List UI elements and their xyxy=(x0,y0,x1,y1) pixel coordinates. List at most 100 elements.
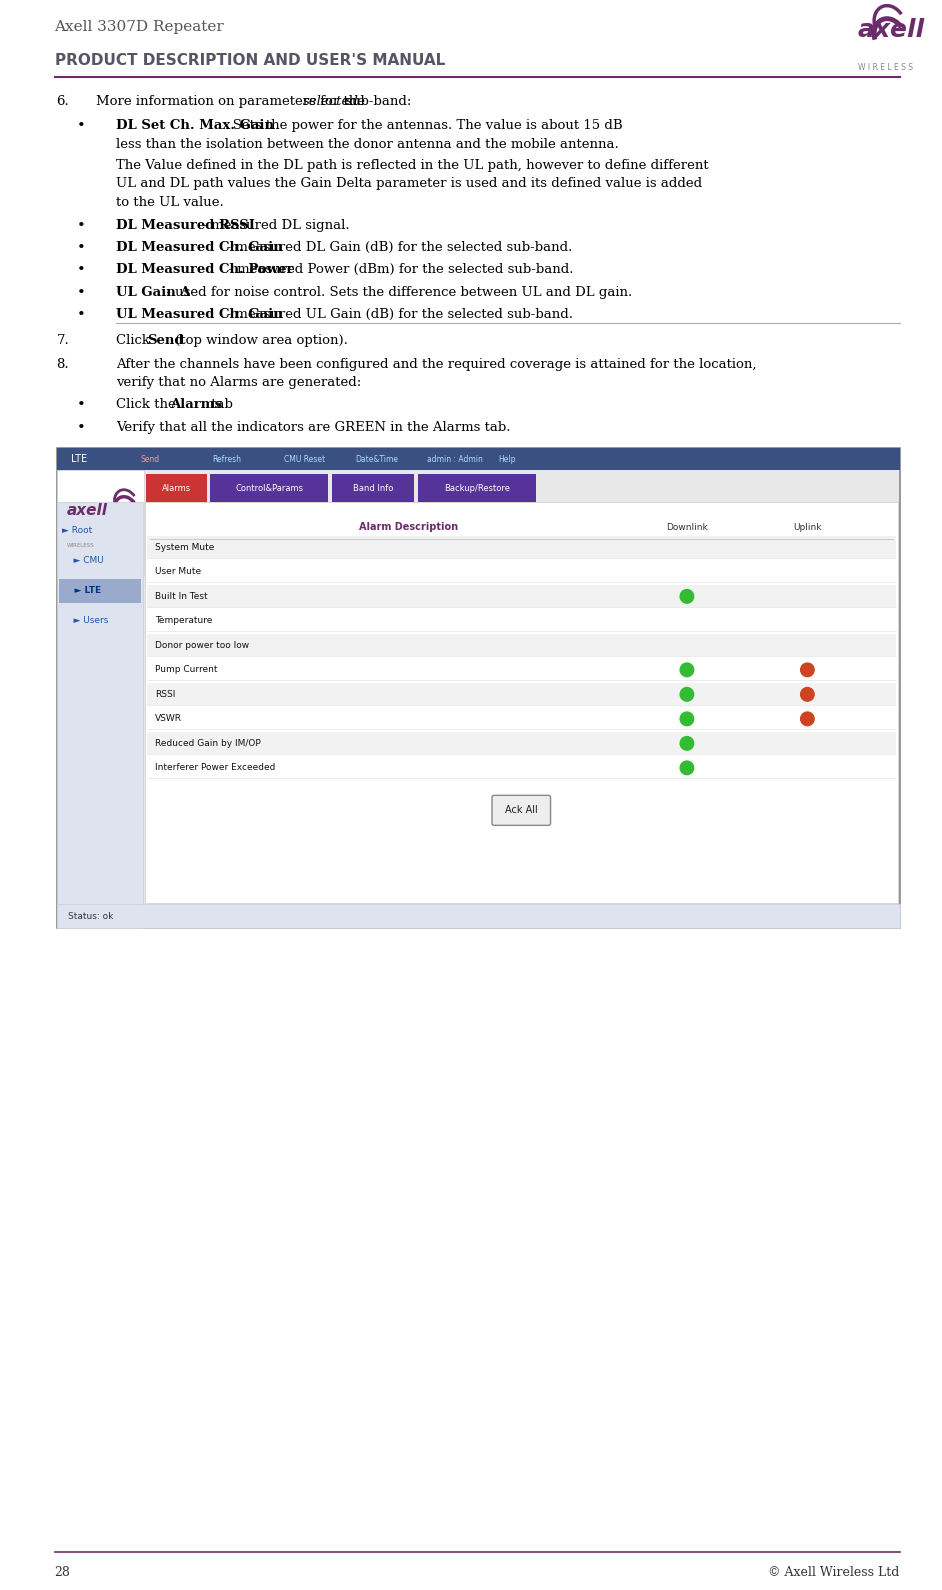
Text: Ack All: Ack All xyxy=(505,806,538,816)
Text: Sets the power for the antennas. The value is about 15 dB: Sets the power for the antennas. The val… xyxy=(220,119,623,132)
Circle shape xyxy=(680,590,693,603)
Text: VSWR: VSWR xyxy=(154,714,182,723)
Text: Downlink: Downlink xyxy=(666,523,707,531)
Circle shape xyxy=(801,712,814,725)
Bar xyxy=(145,502,898,903)
Text: •: • xyxy=(77,264,86,277)
Circle shape xyxy=(801,687,814,701)
Text: - measured DL signal.: - measured DL signal. xyxy=(199,219,350,232)
Text: - measured DL Gain (dB) for the selected sub-band.: - measured DL Gain (dB) for the selected… xyxy=(219,242,573,254)
Text: •: • xyxy=(77,286,86,299)
Text: Alarms: Alarms xyxy=(171,399,222,412)
Text: Uplink: Uplink xyxy=(793,523,821,531)
Text: •: • xyxy=(77,308,86,321)
Text: Control&Params: Control&Params xyxy=(236,483,303,493)
Text: RSSI: RSSI xyxy=(154,690,175,700)
Text: sub-band:: sub-band: xyxy=(341,95,412,108)
Text: - used for noise control. Sets the difference between UL and DL gain.: - used for noise control. Sets the diffe… xyxy=(162,286,632,299)
Text: 28: 28 xyxy=(55,1566,71,1579)
Bar xyxy=(147,684,896,704)
Text: Alarms: Alarms xyxy=(162,483,190,493)
Bar xyxy=(57,471,144,576)
Bar xyxy=(147,634,896,655)
Text: LTE: LTE xyxy=(72,455,88,464)
Bar xyxy=(147,731,896,754)
FancyBboxPatch shape xyxy=(492,795,550,825)
Text: Date&Time: Date&Time xyxy=(355,455,398,464)
Text: User Mute: User Mute xyxy=(154,568,201,576)
Text: 8.: 8. xyxy=(57,358,69,370)
Text: CMU Reset: CMU Reset xyxy=(284,455,325,464)
Text: - measured UL Gain (dB) for the selected sub-band.: - measured UL Gain (dB) for the selected… xyxy=(219,308,574,321)
Text: to the UL value.: to the UL value. xyxy=(116,196,224,208)
Circle shape xyxy=(680,712,693,725)
Text: axell: axell xyxy=(67,502,107,518)
Text: •: • xyxy=(77,242,86,254)
Circle shape xyxy=(801,663,814,677)
Text: Click: Click xyxy=(116,334,154,347)
Text: DL Measured Ch. Gain: DL Measured Ch. Gain xyxy=(116,242,283,254)
Text: verify that no Alarms are generated:: verify that no Alarms are generated: xyxy=(116,377,362,390)
Text: Donor power too low: Donor power too low xyxy=(154,641,249,650)
Bar xyxy=(333,474,414,502)
Text: DL Measured Ch. Power: DL Measured Ch. Power xyxy=(116,264,294,277)
Text: Built In Test: Built In Test xyxy=(154,591,207,601)
Circle shape xyxy=(680,663,693,677)
Bar xyxy=(57,448,900,929)
Text: admin : Admin: admin : Admin xyxy=(427,455,482,464)
Text: Temperature: Temperature xyxy=(154,617,212,625)
Text: - measured Power (dBm) for the selected sub-band.: - measured Power (dBm) for the selected … xyxy=(223,264,573,277)
Text: ► Root: ► Root xyxy=(62,526,92,534)
Text: Click the: Click the xyxy=(116,399,180,412)
Text: less than the isolation between the donor antenna and the mobile antenna.: less than the isolation between the dono… xyxy=(116,138,619,151)
Text: •: • xyxy=(77,399,86,412)
Text: Send: Send xyxy=(147,334,184,347)
Text: Verify that all the indicators are GREEN in the Alarms tab.: Verify that all the indicators are GREEN… xyxy=(116,421,511,434)
Text: Pump Current: Pump Current xyxy=(154,665,218,674)
Text: ► Users: ► Users xyxy=(62,615,109,625)
Bar xyxy=(210,474,329,502)
Circle shape xyxy=(680,762,693,774)
Text: UL Measured Ch. Gain: UL Measured Ch. Gain xyxy=(116,308,283,321)
Text: System Mute: System Mute xyxy=(154,542,214,552)
Bar xyxy=(57,502,143,929)
Text: (top window area option).: (top window area option). xyxy=(171,334,348,347)
Bar xyxy=(146,474,206,502)
Text: •: • xyxy=(77,119,86,134)
Text: selected: selected xyxy=(302,95,359,108)
Text: •: • xyxy=(77,219,86,234)
Text: Band Info: Band Info xyxy=(353,483,394,493)
Text: Send: Send xyxy=(141,455,160,464)
Text: More information on parameters for the: More information on parameters for the xyxy=(96,95,369,108)
Text: Alarm Description: Alarm Description xyxy=(359,523,458,533)
Text: After the channels have been configured and the required coverage is attained fo: After the channels have been configured … xyxy=(116,358,756,370)
Text: UL Gain Δ: UL Gain Δ xyxy=(116,286,190,299)
Bar xyxy=(147,536,896,558)
Bar xyxy=(57,905,900,929)
Text: 7.: 7. xyxy=(57,334,70,347)
Text: PRODUCT DESCRIPTION AND USER'S MANUAL: PRODUCT DESCRIPTION AND USER'S MANUAL xyxy=(55,52,445,68)
Text: •: • xyxy=(77,421,86,434)
Text: axell: axell xyxy=(858,17,925,41)
Text: UL and DL path values the Gain Delta parameter is used and its defined value is : UL and DL path values the Gain Delta par… xyxy=(116,178,702,191)
Text: Status: ok: Status: ok xyxy=(69,911,114,921)
Text: © Axell Wireless Ltd: © Axell Wireless Ltd xyxy=(769,1566,900,1579)
Circle shape xyxy=(680,736,693,750)
Text: Backup/Restore: Backup/Restore xyxy=(445,483,511,493)
Text: DL Measured RSSI: DL Measured RSSI xyxy=(116,219,255,232)
Bar xyxy=(147,585,896,607)
Text: The Value defined in the DL path is reflected in the UL path, however to define : The Value defined in the DL path is refl… xyxy=(116,159,708,172)
Text: ► CMU: ► CMU xyxy=(62,556,105,564)
Text: Help: Help xyxy=(498,455,515,464)
Text: WIRELESS: WIRELESS xyxy=(67,544,94,549)
Circle shape xyxy=(680,687,693,701)
Text: W I R E L E S S: W I R E L E S S xyxy=(858,64,913,72)
Text: 6.: 6. xyxy=(57,95,70,108)
Text: Interferer Power Exceeded: Interferer Power Exceeded xyxy=(154,763,275,773)
Bar xyxy=(418,474,536,502)
Bar xyxy=(58,579,141,603)
Text: tab: tab xyxy=(207,399,233,412)
Text: Reduced Gain by IM/OP: Reduced Gain by IM/OP xyxy=(154,739,261,747)
Text: ► LTE: ► LTE xyxy=(62,585,102,595)
Text: Refresh: Refresh xyxy=(212,455,241,464)
